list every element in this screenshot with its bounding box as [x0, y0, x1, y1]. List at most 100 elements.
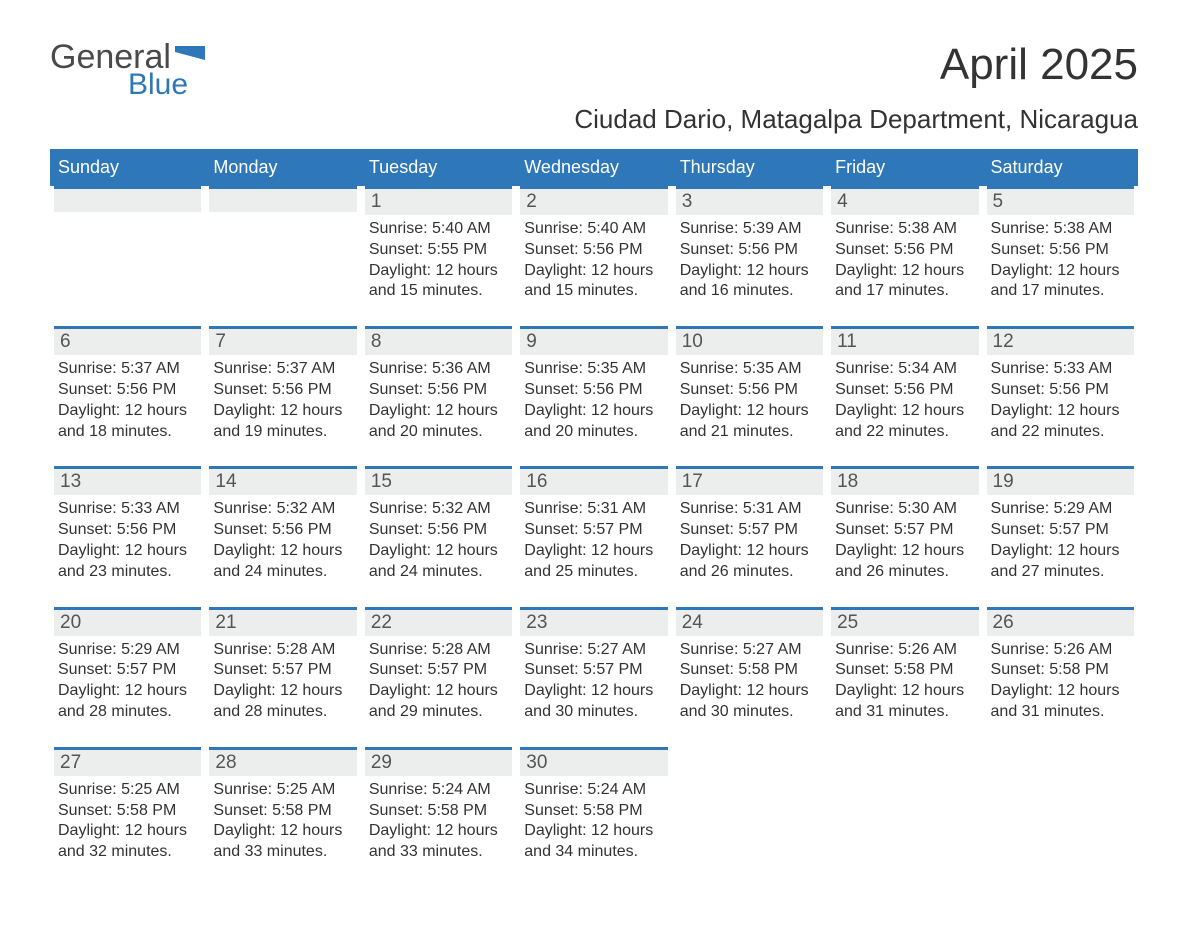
- day-wrap: 22Sunrise: 5:28 AMSunset: 5:57 PMDayligh…: [365, 607, 512, 723]
- sunrise-line: Sunrise: 5:33 AM: [991, 359, 1130, 380]
- daylight-line: Daylight: 12 hours and 17 minutes.: [991, 261, 1130, 303]
- logo-word-blue: Blue: [128, 70, 205, 100]
- calendar-cell: [827, 747, 982, 887]
- day-number: 20: [54, 610, 201, 636]
- day-number: 16: [520, 469, 667, 495]
- sunrise-line: Sunrise: 5:39 AM: [680, 219, 819, 240]
- calendar-cell: 8Sunrise: 5:36 AMSunset: 5:56 PMDaylight…: [361, 326, 516, 466]
- sunrise-line: Sunrise: 5:37 AM: [213, 359, 352, 380]
- sunset-line: Sunset: 5:56 PM: [524, 380, 663, 401]
- day-details: Sunrise: 5:26 AMSunset: 5:58 PMDaylight:…: [987, 636, 1134, 723]
- calendar-cell: 13Sunrise: 5:33 AMSunset: 5:56 PMDayligh…: [50, 466, 205, 606]
- calendar-table: SundayMondayTuesdayWednesdayThursdayFrid…: [50, 149, 1138, 887]
- daylight-line: Daylight: 12 hours and 33 minutes.: [213, 821, 352, 863]
- sunrise-line: Sunrise: 5:32 AM: [213, 499, 352, 520]
- calendar-cell: 5Sunrise: 5:38 AMSunset: 5:56 PMDaylight…: [983, 186, 1138, 326]
- sunset-line: Sunset: 5:56 PM: [369, 380, 508, 401]
- day-details: Sunrise: 5:40 AMSunset: 5:55 PMDaylight:…: [365, 215, 512, 302]
- day-wrap: 14Sunrise: 5:32 AMSunset: 5:56 PMDayligh…: [209, 466, 356, 582]
- daylight-line: Daylight: 12 hours and 31 minutes.: [835, 681, 974, 723]
- day-number: 5: [987, 189, 1134, 215]
- weekday-header: Saturday: [983, 149, 1138, 186]
- calendar-cell: 2Sunrise: 5:40 AMSunset: 5:56 PMDaylight…: [516, 186, 671, 326]
- day-wrap: 29Sunrise: 5:24 AMSunset: 5:58 PMDayligh…: [365, 747, 512, 863]
- empty-day: [209, 186, 356, 212]
- day-number: 17: [676, 469, 823, 495]
- calendar-cell: 10Sunrise: 5:35 AMSunset: 5:56 PMDayligh…: [672, 326, 827, 466]
- day-wrap: 24Sunrise: 5:27 AMSunset: 5:58 PMDayligh…: [676, 607, 823, 723]
- day-number: 2: [520, 189, 667, 215]
- sunset-line: Sunset: 5:56 PM: [58, 380, 197, 401]
- sunrise-line: Sunrise: 5:24 AM: [524, 780, 663, 801]
- day-number: 25: [831, 610, 978, 636]
- calendar-week-row: 1Sunrise: 5:40 AMSunset: 5:55 PMDaylight…: [50, 186, 1138, 326]
- day-details: Sunrise: 5:32 AMSunset: 5:56 PMDaylight:…: [365, 495, 512, 582]
- sunset-line: Sunset: 5:56 PM: [213, 380, 352, 401]
- logo: General Blue: [50, 40, 205, 100]
- day-details: Sunrise: 5:38 AMSunset: 5:56 PMDaylight:…: [987, 215, 1134, 302]
- sunrise-line: Sunrise: 5:24 AM: [369, 780, 508, 801]
- daylight-line: Daylight: 12 hours and 18 minutes.: [58, 401, 197, 443]
- weekday-header: Monday: [205, 149, 360, 186]
- sunrise-line: Sunrise: 5:33 AM: [58, 499, 197, 520]
- day-details: Sunrise: 5:28 AMSunset: 5:57 PMDaylight:…: [365, 636, 512, 723]
- day-details: Sunrise: 5:38 AMSunset: 5:56 PMDaylight:…: [831, 215, 978, 302]
- day-wrap: 12Sunrise: 5:33 AMSunset: 5:56 PMDayligh…: [987, 326, 1134, 442]
- sunset-line: Sunset: 5:57 PM: [680, 520, 819, 541]
- day-details: Sunrise: 5:25 AMSunset: 5:58 PMDaylight:…: [54, 776, 201, 863]
- day-wrap: 17Sunrise: 5:31 AMSunset: 5:57 PMDayligh…: [676, 466, 823, 582]
- calendar-week-row: 13Sunrise: 5:33 AMSunset: 5:56 PMDayligh…: [50, 466, 1138, 606]
- sunrise-line: Sunrise: 5:34 AM: [835, 359, 974, 380]
- day-wrap: 28Sunrise: 5:25 AMSunset: 5:58 PMDayligh…: [209, 747, 356, 863]
- day-wrap: 11Sunrise: 5:34 AMSunset: 5:56 PMDayligh…: [831, 326, 978, 442]
- calendar-cell: 23Sunrise: 5:27 AMSunset: 5:57 PMDayligh…: [516, 607, 671, 747]
- sunset-line: Sunset: 5:58 PM: [835, 660, 974, 681]
- day-details: Sunrise: 5:27 AMSunset: 5:57 PMDaylight:…: [520, 636, 667, 723]
- calendar-cell: 9Sunrise: 5:35 AMSunset: 5:56 PMDaylight…: [516, 326, 671, 466]
- calendar-body: 1Sunrise: 5:40 AMSunset: 5:55 PMDaylight…: [50, 186, 1138, 887]
- sunrise-line: Sunrise: 5:40 AM: [524, 219, 663, 240]
- calendar-cell: 25Sunrise: 5:26 AMSunset: 5:58 PMDayligh…: [827, 607, 982, 747]
- day-details: Sunrise: 5:31 AMSunset: 5:57 PMDaylight:…: [520, 495, 667, 582]
- day-number: 19: [987, 469, 1134, 495]
- sunset-line: Sunset: 5:56 PM: [835, 240, 974, 261]
- day-wrap: 30Sunrise: 5:24 AMSunset: 5:58 PMDayligh…: [520, 747, 667, 863]
- daylight-line: Daylight: 12 hours and 23 minutes.: [58, 541, 197, 583]
- daylight-line: Daylight: 12 hours and 32 minutes.: [58, 821, 197, 863]
- daylight-line: Daylight: 12 hours and 15 minutes.: [524, 261, 663, 303]
- day-details: Sunrise: 5:33 AMSunset: 5:56 PMDaylight:…: [987, 355, 1134, 442]
- calendar-cell: [983, 747, 1138, 887]
- weekday-header: Sunday: [50, 149, 205, 186]
- day-details: Sunrise: 5:33 AMSunset: 5:56 PMDaylight:…: [54, 495, 201, 582]
- day-wrap: 4Sunrise: 5:38 AMSunset: 5:56 PMDaylight…: [831, 186, 978, 302]
- sunset-line: Sunset: 5:56 PM: [835, 380, 974, 401]
- day-wrap: 3Sunrise: 5:39 AMSunset: 5:56 PMDaylight…: [676, 186, 823, 302]
- sunrise-line: Sunrise: 5:25 AM: [58, 780, 197, 801]
- day-details: Sunrise: 5:26 AMSunset: 5:58 PMDaylight:…: [831, 636, 978, 723]
- weekday-header: Wednesday: [516, 149, 671, 186]
- sunset-line: Sunset: 5:58 PM: [369, 801, 508, 822]
- sunset-line: Sunset: 5:57 PM: [524, 520, 663, 541]
- sunset-line: Sunset: 5:56 PM: [58, 520, 197, 541]
- sunrise-line: Sunrise: 5:25 AM: [213, 780, 352, 801]
- sunset-line: Sunset: 5:57 PM: [369, 660, 508, 681]
- day-details: Sunrise: 5:35 AMSunset: 5:56 PMDaylight:…: [520, 355, 667, 442]
- weekday-header: Thursday: [672, 149, 827, 186]
- daylight-line: Daylight: 12 hours and 28 minutes.: [213, 681, 352, 723]
- calendar-cell: [672, 747, 827, 887]
- day-details: Sunrise: 5:35 AMSunset: 5:56 PMDaylight:…: [676, 355, 823, 442]
- sunrise-line: Sunrise: 5:40 AM: [369, 219, 508, 240]
- day-number: 7: [209, 329, 356, 355]
- weekday-header: Tuesday: [361, 149, 516, 186]
- calendar-cell: 4Sunrise: 5:38 AMSunset: 5:56 PMDaylight…: [827, 186, 982, 326]
- day-details: Sunrise: 5:24 AMSunset: 5:58 PMDaylight:…: [365, 776, 512, 863]
- daylight-line: Daylight: 12 hours and 34 minutes.: [524, 821, 663, 863]
- day-details: Sunrise: 5:28 AMSunset: 5:57 PMDaylight:…: [209, 636, 356, 723]
- calendar-cell: 19Sunrise: 5:29 AMSunset: 5:57 PMDayligh…: [983, 466, 1138, 606]
- sunrise-line: Sunrise: 5:35 AM: [524, 359, 663, 380]
- calendar-cell: 1Sunrise: 5:40 AMSunset: 5:55 PMDaylight…: [361, 186, 516, 326]
- calendar-cell: 27Sunrise: 5:25 AMSunset: 5:58 PMDayligh…: [50, 747, 205, 887]
- calendar-cell: 30Sunrise: 5:24 AMSunset: 5:58 PMDayligh…: [516, 747, 671, 887]
- day-details: Sunrise: 5:34 AMSunset: 5:56 PMDaylight:…: [831, 355, 978, 442]
- day-wrap: 10Sunrise: 5:35 AMSunset: 5:56 PMDayligh…: [676, 326, 823, 442]
